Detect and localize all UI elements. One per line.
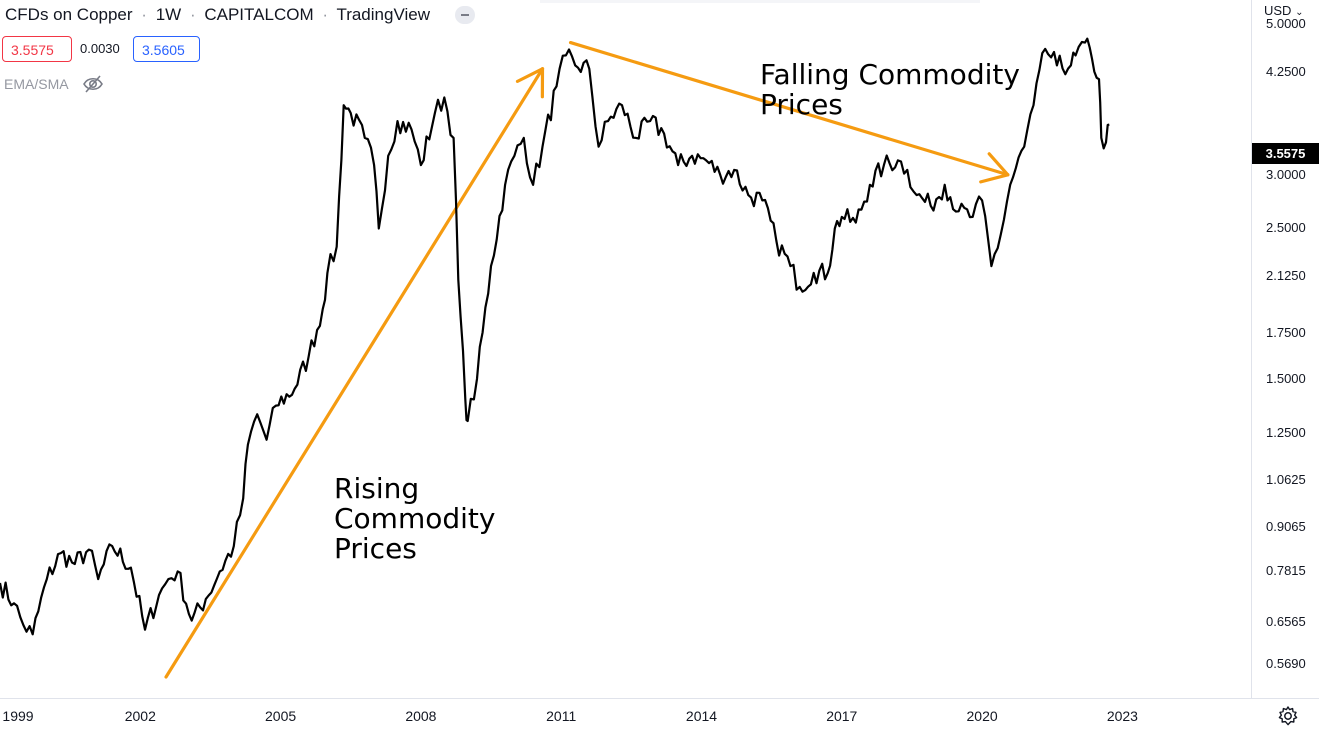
price-tick-label: 3.0000 xyxy=(1266,166,1306,182)
time-tick-label: 2002 xyxy=(124,708,156,724)
price-tick-label: 0.5690 xyxy=(1266,656,1306,672)
ask-price-button[interactable]: 3.5605 xyxy=(133,36,200,62)
falling-line-1: Falling Commodity xyxy=(760,58,1020,91)
time-tick-label: 2020 xyxy=(966,708,998,724)
price-tick-label: 1.2500 xyxy=(1266,424,1306,440)
spread-value: 0.0030 xyxy=(80,41,120,56)
rising-line-2: Commodity xyxy=(334,502,496,535)
trend-arrow-1-head xyxy=(515,67,545,83)
interval-label[interactable]: 1W xyxy=(155,5,182,24)
time-tick-label: 1999 xyxy=(2,708,34,724)
price-tick-label: 0.6565 xyxy=(1266,614,1306,630)
trend-arrow-2[interactable] xyxy=(568,40,1010,177)
time-tick-label: 2023 xyxy=(1106,708,1138,724)
price-tick-label: 1.0625 xyxy=(1266,472,1306,488)
last-price-label: 3.5575 xyxy=(1252,143,1319,164)
rising-line-3: Prices xyxy=(334,532,417,565)
symbol-name[interactable]: CFDs on Copper xyxy=(5,5,133,24)
separator: · xyxy=(141,5,147,24)
exchange-label: CAPITALCOM xyxy=(204,5,314,24)
price-tick-label: 5.0000 xyxy=(1266,16,1306,32)
rising-line-1: Rising xyxy=(334,472,420,505)
time-tick-label: 2005 xyxy=(265,708,297,724)
price-tick-label: 2.1250 xyxy=(1266,268,1306,284)
price-tick-label: 1.7500 xyxy=(1266,325,1306,341)
source-label: TradingView xyxy=(336,5,430,24)
legend-title: CFDs on Copper · 1W · CAPITALCOM · Tradi… xyxy=(5,5,430,25)
currency-label: USD xyxy=(1264,3,1292,18)
falling-line-2: Prices xyxy=(760,88,843,121)
eye-hidden-icon[interactable] xyxy=(82,74,104,94)
separator: · xyxy=(322,5,329,24)
time-tick-label: 2017 xyxy=(826,708,858,724)
price-tick-label: 0.9065 xyxy=(1266,519,1306,535)
separator: · xyxy=(189,5,196,24)
trend-arrow-2-head xyxy=(987,152,1010,177)
chevron-down-icon: ⌄ xyxy=(1295,7,1304,18)
price-tick-label: 4.2500 xyxy=(1266,64,1306,80)
price-axis-border xyxy=(1251,0,1252,698)
trend-arrow-1[interactable] xyxy=(164,67,545,679)
rising-annotation: Rising Commodity Prices xyxy=(334,474,495,564)
price-chart[interactable] xyxy=(0,0,1251,698)
top-toolbar-shadow xyxy=(540,0,980,3)
time-tick-label: 2014 xyxy=(685,708,718,724)
copper-price-line xyxy=(0,37,1110,636)
price-tick-label: 2.5000 xyxy=(1266,220,1306,236)
price-tick-label: 1.5000 xyxy=(1266,370,1306,386)
time-tick-label: 2008 xyxy=(405,708,437,724)
trend-arrow-2-head xyxy=(979,173,1010,184)
bid-price-button[interactable]: 3.5575 xyxy=(2,36,72,62)
gear-icon[interactable] xyxy=(1277,705,1299,727)
collapse-legend-button[interactable] xyxy=(455,6,475,24)
time-axis-border xyxy=(0,698,1319,699)
falling-annotation: Falling Commodity Prices xyxy=(760,60,1020,120)
currency-selector[interactable]: USD ⌄ xyxy=(1264,3,1303,18)
price-tick-label: 0.7815 xyxy=(1266,562,1306,578)
arrows-layer xyxy=(164,40,1010,679)
time-tick-label: 2011 xyxy=(546,708,577,724)
indicator-label[interactable]: EMA/SMA xyxy=(4,76,69,92)
